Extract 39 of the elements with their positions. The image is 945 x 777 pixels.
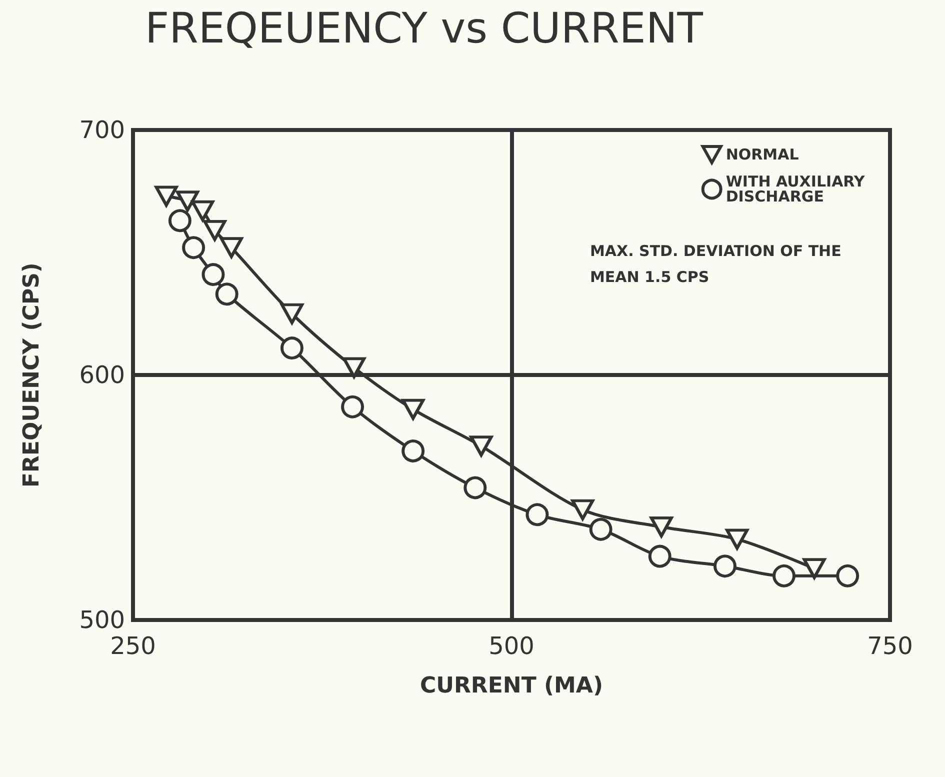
y-tick-label: 500	[79, 606, 125, 634]
chart-title: FREQEUENCY vs CURRENT	[145, 4, 704, 52]
point	[342, 357, 366, 378]
point	[176, 190, 200, 212]
x-axis-title: CURRENT (MA)	[420, 674, 604, 698]
y-axis-title: FREQUENCY (CPS)	[20, 262, 44, 488]
point	[191, 200, 214, 222]
annotation: MAX. STD. DEVIATION OF THE MEAN 1.5 CPS	[590, 242, 847, 286]
point	[802, 558, 826, 580]
point	[470, 436, 493, 457]
point	[726, 528, 749, 550]
point	[402, 439, 425, 462]
point	[526, 503, 549, 526]
point	[220, 237, 243, 258]
point	[280, 336, 304, 360]
point	[202, 263, 225, 286]
point	[341, 395, 364, 418]
point	[182, 236, 206, 260]
x-tick-label: 500	[488, 632, 534, 660]
point	[713, 554, 736, 578]
point	[168, 209, 192, 232]
point	[154, 186, 178, 207]
point	[464, 476, 487, 500]
y-tick-label: 700	[79, 116, 125, 144]
point	[589, 518, 612, 541]
point	[836, 564, 860, 588]
point	[402, 398, 425, 420]
x-tick-label: 750	[867, 632, 913, 660]
point	[280, 303, 304, 324]
point	[650, 516, 673, 538]
point	[648, 544, 672, 568]
point	[571, 499, 594, 520]
point	[203, 220, 226, 241]
legend-label: WITH AUXILIARY DISCHARGE	[726, 172, 870, 206]
point	[772, 564, 796, 588]
point	[215, 282, 238, 306]
legend-label: NORMAL	[726, 146, 800, 164]
x-tick-label: 250	[110, 632, 156, 660]
y-tick-label: 600	[79, 361, 125, 389]
